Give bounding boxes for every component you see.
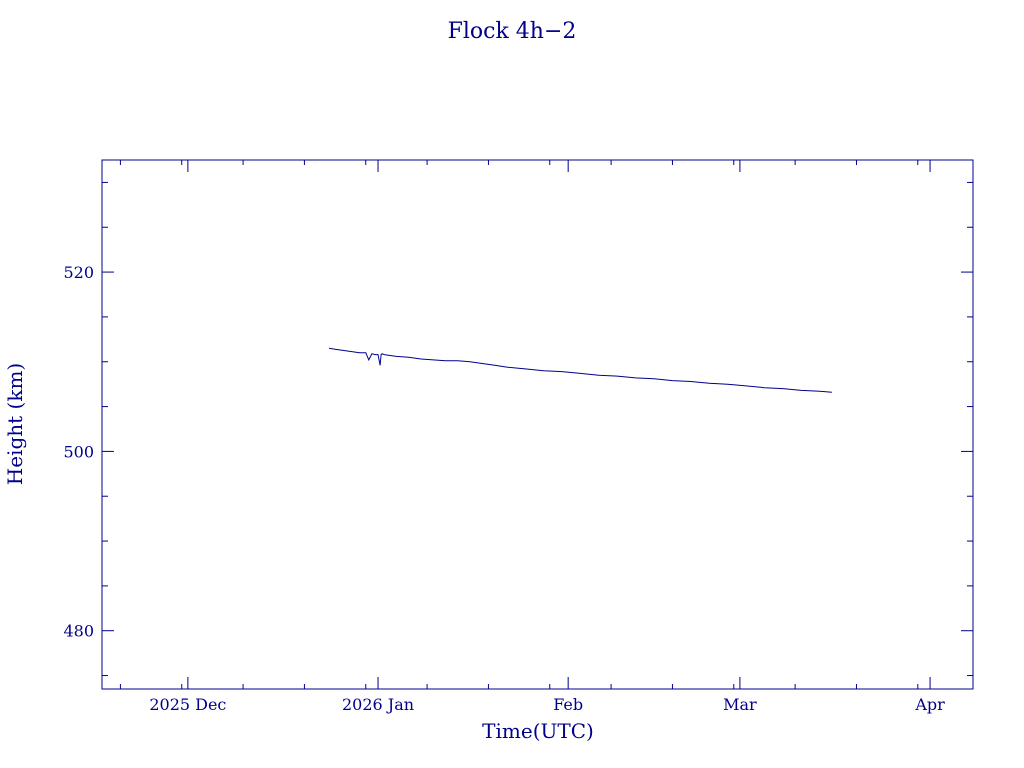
x-axis-ticks: 2025 Dec 2026 Jan Feb Mar Apr — [149, 160, 945, 714]
y-tick-label: 520 — [63, 263, 94, 282]
y-axis-ticks: 480 500 520 — [63, 263, 973, 641]
x-tick-label: 2026 Jan — [342, 695, 414, 714]
y-tick-label: 500 — [63, 442, 94, 461]
series-line-height — [328, 347, 832, 393]
x-axis-label: Time(UTC) — [482, 719, 594, 743]
plot-frame — [101, 159, 974, 690]
x-tick-label: Mar — [723, 695, 757, 714]
minor-ticks — [102, 160, 973, 689]
x-tick-label: 2025 Dec — [149, 695, 226, 714]
chart-title: Flock 4h−2 — [448, 19, 577, 44]
y-axis-label: Height (km) — [3, 363, 27, 485]
x-tick-label: Apr — [914, 695, 945, 714]
y-tick-label: 480 — [63, 622, 94, 641]
x-tick-label: Feb — [553, 695, 583, 714]
